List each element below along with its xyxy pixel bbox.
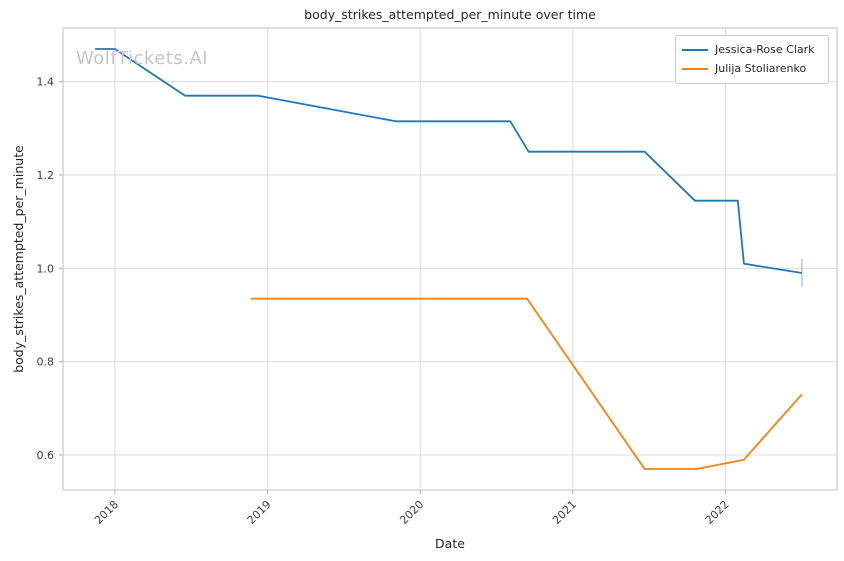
y-tick-label: 0.6	[37, 449, 55, 462]
legend-line-swatch-orange	[682, 67, 708, 70]
watermark: WolfTickets.AI	[76, 48, 209, 69]
legend-item-jessica-rose-clark: Jessica-Rose Clark	[682, 40, 822, 59]
legend: Jessica-Rose Clark Julija Stoliarenko	[675, 35, 829, 84]
legend-label: Jessica-Rose Clark	[715, 43, 815, 56]
x-tick-label: 2018	[92, 498, 121, 527]
y-axis-label-text: body_strikes_attempted_per_minute	[11, 145, 26, 373]
series-line-1	[250, 297, 803, 470]
x-tick-label: 2021	[550, 498, 579, 527]
chart-title: body_strikes_attempted_per_minute over t…	[304, 7, 596, 22]
legend-label: Julija Stoliarenko	[715, 62, 807, 75]
y-tick-label: 1.0	[37, 262, 55, 275]
x-tick-label: 2019	[245, 498, 274, 527]
y-tick-label: 0.8	[37, 356, 55, 369]
x-tick-label: 2022	[703, 498, 732, 527]
x-tick-label: 2020	[397, 498, 426, 527]
legend-line-swatch-blue	[682, 48, 708, 51]
y-tick-label: 1.4	[37, 76, 55, 89]
plot-border	[62, 27, 838, 491]
legend-item-julija-stoliarenko: Julija Stoliarenko	[682, 59, 822, 78]
series-line-0	[95, 48, 803, 274]
x-axis-label: Date	[435, 536, 465, 551]
y-tick-label: 1.2	[37, 169, 55, 182]
